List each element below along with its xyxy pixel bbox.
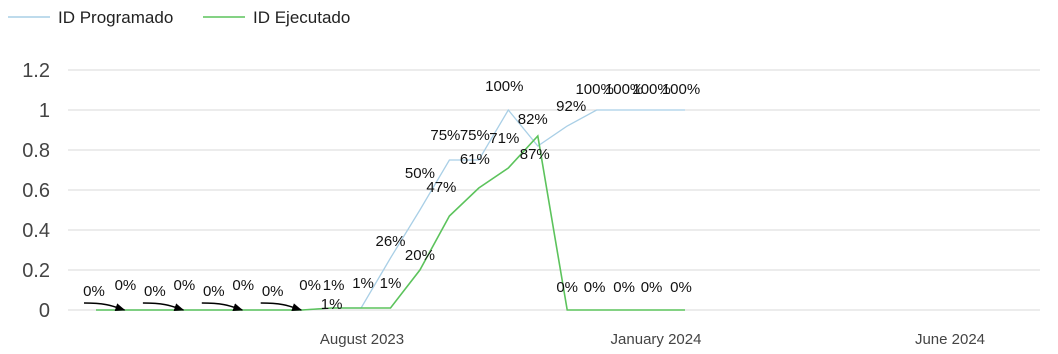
data-label: 87%	[520, 146, 550, 163]
data-label: 100%	[605, 81, 643, 98]
data-label: 100%	[662, 81, 700, 98]
arrow-annotation	[201, 302, 244, 311]
x-tick-label: August 2023	[320, 331, 404, 348]
data-label: 61%	[460, 151, 490, 168]
data-label: 0%	[613, 279, 635, 296]
y-tick-label: 1	[39, 100, 50, 122]
y-tick-label: 0	[39, 300, 50, 322]
data-label: 92%	[556, 98, 586, 115]
series-line-ejecutado	[96, 134, 685, 311]
arrow-annotation	[142, 302, 185, 311]
data-label: 1%	[352, 275, 374, 292]
legend-label-ejecutado: ID Ejecutado	[253, 8, 350, 27]
data-labels: 0% 0% 0% 0% 0% 0% 0% 0% 1%1%1%26%1%50%20%75%47%7…	[83, 78, 700, 313]
arrow-annotations	[83, 302, 303, 311]
data-label: 50%	[405, 165, 435, 182]
data-label: 0%	[670, 279, 692, 296]
data-label: 0%	[556, 279, 578, 296]
data-label: 0%	[144, 283, 166, 300]
series-lines	[96, 108, 685, 311]
data-label: 0%	[174, 277, 196, 294]
data-label: 0%	[641, 279, 663, 296]
data-label: 0%	[262, 283, 284, 300]
data-label: 1%	[380, 275, 402, 292]
x-tick-label: January 2024	[611, 331, 702, 348]
data-label: 0%	[203, 283, 225, 300]
data-label: 0%	[299, 277, 321, 294]
y-axis: 0 0.2 0.4 0.6 0.8 1 1.2	[22, 60, 50, 322]
data-label: 100%	[575, 81, 613, 98]
data-label: 82%	[518, 111, 548, 128]
data-label: 1%	[321, 296, 343, 313]
gridlines	[68, 69, 1040, 311]
y-tick-label: 0.8	[22, 140, 50, 162]
data-label: 26%	[375, 233, 405, 250]
arrow-annotation	[260, 302, 303, 311]
data-label: 71%	[489, 130, 519, 147]
x-axis: August 2023 January 2024 June 2024	[320, 331, 985, 348]
y-tick-label: 1.2	[22, 60, 50, 82]
legend: ID Programado ID Ejecutado	[8, 8, 350, 27]
data-label: 0%	[584, 279, 606, 296]
data-label: 0%	[115, 277, 137, 294]
x-tick-label: June 2024	[915, 331, 985, 348]
data-label: 0%	[83, 283, 105, 300]
data-label: 75%	[460, 127, 490, 144]
data-label: 1%	[323, 277, 345, 294]
y-tick-label: 0.2	[22, 260, 50, 282]
arrow-annotation	[83, 302, 126, 311]
data-label: 47%	[426, 179, 456, 196]
y-tick-label: 0.6	[22, 180, 50, 202]
data-label: 75%	[430, 127, 460, 144]
data-label: 0%	[232, 277, 254, 294]
legend-label-programado: ID Programado	[58, 8, 173, 27]
data-label: 100%	[632, 81, 670, 98]
data-label: 100%	[485, 78, 523, 95]
data-label: 20%	[405, 247, 435, 264]
y-tick-label: 0.4	[22, 220, 50, 242]
